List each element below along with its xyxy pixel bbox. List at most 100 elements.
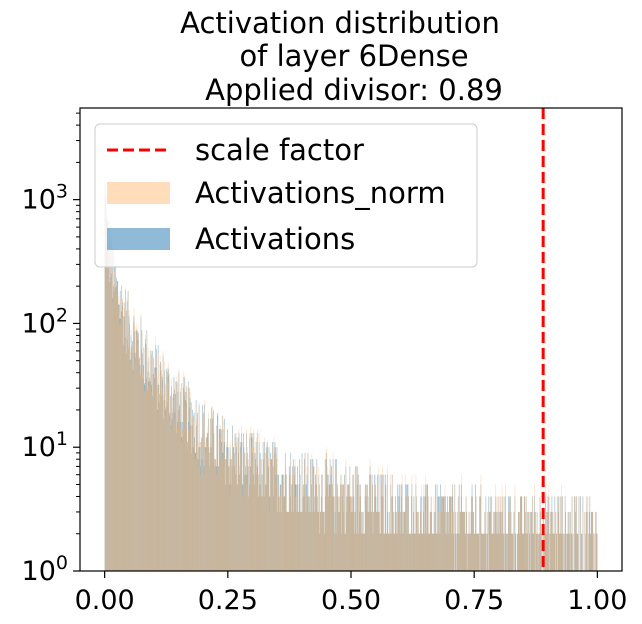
activations-norm-bar (169, 415, 171, 571)
activations-norm-bar (183, 389, 185, 571)
activations-norm-bar (529, 533, 531, 571)
activations-norm-bar (337, 484, 338, 571)
activations-norm-bar (312, 459, 313, 571)
activations-norm-bar (402, 533, 403, 571)
activations-norm-bar (380, 533, 381, 571)
activations-norm-bar (226, 442, 227, 571)
activations-norm-bar (213, 429, 215, 571)
activations-norm-bar (590, 511, 592, 571)
activations-norm-bar (292, 474, 294, 571)
activations-norm-bar (279, 484, 280, 571)
activations-norm-bar (476, 533, 478, 571)
activations-norm-bar (568, 533, 569, 571)
activations-norm-bar (203, 418, 204, 571)
activations-norm-bar (283, 496, 285, 571)
activations-norm-bar (250, 447, 252, 571)
activations-norm-bar (471, 496, 473, 571)
activations-norm-bar (120, 316, 122, 571)
activations-norm-bar (486, 533, 488, 571)
activations-norm-bar (230, 452, 231, 571)
activations-norm-bar (549, 533, 551, 571)
activations-norm-bar (497, 533, 498, 571)
activations-norm-bar (399, 533, 401, 571)
activations-norm-bar (285, 466, 287, 571)
activations-norm-bar (458, 484, 460, 571)
activations-norm-bar (110, 279, 112, 571)
activations-norm-bar (504, 533, 506, 571)
activations-norm-bar (488, 511, 490, 571)
activations-norm-bar (457, 496, 459, 571)
activations-norm-bar (168, 362, 169, 571)
activations-norm-bar (590, 533, 592, 571)
activations-norm-bar (468, 533, 469, 571)
activations-norm-bar (117, 286, 119, 571)
activations-norm-bar (415, 474, 417, 571)
x-tick-label: 0.25 (198, 585, 258, 616)
activations-norm-bar (535, 511, 536, 571)
activations-norm-bar (185, 402, 187, 571)
activations-norm-bar (501, 484, 503, 571)
activations-norm-bar (396, 533, 398, 571)
activations-norm-bar (310, 466, 311, 571)
activations-norm-bar (295, 496, 296, 571)
activations-norm-bar (596, 533, 598, 571)
activations-norm-bar (420, 511, 422, 571)
activations-norm-bar (170, 429, 172, 571)
activations-norm-bar (323, 511, 325, 571)
activations-norm-bar (391, 474, 393, 571)
activations-norm-bar (507, 533, 509, 571)
activations-norm-bar (414, 533, 415, 571)
activations-norm-bar (512, 533, 513, 571)
activations-norm-bar (227, 459, 229, 571)
activations-norm-bar (155, 336, 157, 571)
activations-norm-bar (559, 496, 561, 571)
activations-norm-bar (407, 484, 408, 571)
activations-norm-bar (405, 496, 407, 571)
activations-norm-bar (427, 484, 429, 571)
activations-norm-bar (275, 442, 276, 571)
activations-norm-bar (238, 452, 239, 571)
activations-norm-bar (228, 466, 229, 571)
activations-norm-bar (298, 511, 299, 571)
activations-norm-bar (221, 459, 223, 571)
activations-norm-bar (545, 484, 546, 571)
activations-norm-bar (224, 484, 226, 571)
activations-norm-bar (291, 474, 293, 571)
activations-norm-bar (476, 533, 477, 571)
activations-norm-bar (513, 511, 515, 571)
activations-norm-bar (254, 484, 256, 571)
activations-norm-bar (105, 185, 106, 571)
activations-norm-bar (250, 425, 252, 571)
activations-norm-bar (444, 484, 446, 571)
activations-norm-bar (332, 452, 334, 571)
activations-norm-bar (305, 511, 307, 571)
activations-norm-bar (311, 484, 312, 571)
activations-norm-bar (440, 496, 441, 571)
activations-norm-bar (576, 533, 578, 571)
activations-norm-bar (346, 511, 348, 571)
activations-norm-bar (423, 496, 425, 571)
activations-norm-bar (518, 511, 519, 571)
activations-norm-bar (249, 466, 251, 571)
activations-norm-bar (411, 474, 413, 571)
activations-norm-bar (483, 533, 484, 571)
activations-norm-bar (478, 533, 479, 571)
activations-norm-bar (231, 459, 232, 571)
activations-norm-bar (231, 459, 233, 571)
activations-norm-bar (275, 466, 277, 571)
activations-norm-bar (472, 496, 473, 571)
activations-norm-bar (331, 496, 333, 571)
activations-norm-bar (136, 323, 138, 571)
activations-norm-bar (495, 533, 497, 571)
activations-norm-bar (421, 533, 423, 571)
activations-norm-bar (433, 496, 435, 571)
activations-norm-bar (249, 484, 251, 571)
activations-norm-bar (190, 409, 192, 571)
activations-norm-bar (327, 484, 329, 571)
activations-norm-bar (437, 533, 438, 571)
activations-norm-bar (524, 496, 526, 571)
activations-norm-bar (531, 511, 532, 571)
activations-norm-bar (578, 496, 580, 571)
activations-norm-bar (479, 496, 480, 571)
activations-norm-bar (420, 484, 422, 571)
